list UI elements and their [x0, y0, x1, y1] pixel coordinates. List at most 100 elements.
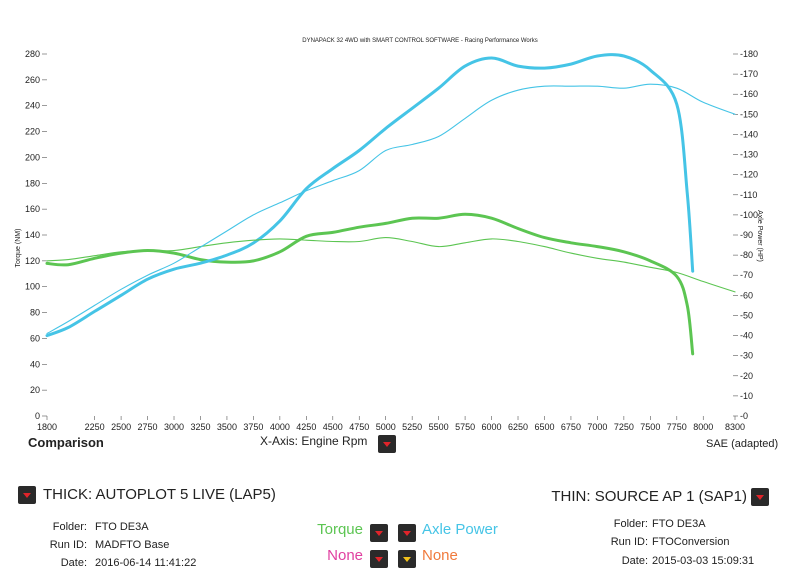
x-tick-label: 3000 — [164, 422, 184, 432]
x-tick-label: 4250 — [296, 422, 316, 432]
thick-run-dropdown-button[interactable] — [18, 486, 36, 504]
y-tick-label: 80 — [30, 308, 40, 318]
thin-run-title: THIN: SOURCE AP 1 (SAP1) — [551, 488, 747, 505]
x-tick-label: 6000 — [482, 422, 502, 432]
y-tick-label: 160 — [25, 204, 40, 214]
series-line-thin-torque — [46, 237, 736, 293]
series-line-thick-axle-power — [45, 53, 695, 338]
y-tick-label: 280 — [25, 49, 40, 59]
y-tick-label: 40 — [30, 359, 40, 369]
thick-run-value: MADFTO Base — [95, 539, 170, 551]
x-tick-label: 5000 — [376, 422, 396, 432]
x-tick-label: 6500 — [534, 422, 554, 432]
right-bottom-selector-label: None — [422, 547, 458, 564]
thick-run-title: THICK: AUTOPLOT 5 LIVE (LAP5) — [43, 486, 276, 503]
y2-tick-label: -20 — [740, 371, 753, 381]
y2-tick-group: -0 -10 -20 -30 -40 -50 -60 -70 -80 -90 -100 -110 -12… — [733, 49, 758, 421]
y2-tick-label: -140 — [740, 129, 758, 139]
y2-tick-label: -130 — [740, 150, 758, 160]
thin-date-key: Date: — [621, 555, 648, 567]
chart-title: DYNAPACK 32 4WD with SMART CONTROL SOFTW… — [302, 38, 538, 44]
x-tick-label: 4750 — [349, 422, 369, 432]
x-tick-label: 7500 — [640, 422, 660, 432]
x-tick-label: 2250 — [85, 422, 105, 432]
y-tick-label: 180 — [25, 178, 40, 188]
sae-label: SAE (adapted) — [706, 438, 779, 450]
thick-date-value: 2016-06-14 11:41:22 — [95, 557, 197, 569]
thin-folder-value: FTO DE3A — [652, 518, 706, 530]
thin-run-dropdown-button[interactable] — [751, 488, 769, 506]
y2-tick-label: -30 — [740, 351, 753, 361]
y-tick-label: 200 — [25, 152, 40, 162]
x-tick-label: 7750 — [667, 422, 687, 432]
y2-tick-label: -0 — [740, 411, 748, 421]
y-tick-label: 0 — [35, 411, 40, 421]
y-tick-label: 140 — [25, 230, 40, 240]
y2-tick-label: -180 — [740, 49, 758, 59]
left-bottom-selector-label: None — [327, 547, 363, 564]
y-tick-label: 100 — [25, 282, 40, 292]
y-tick-label: 220 — [25, 127, 40, 137]
series-line-thick-torque — [45, 212, 695, 356]
y2-tick-label: -160 — [740, 89, 758, 99]
right-top-selector-label: Axle Power — [422, 521, 498, 538]
thick-folder-value: FTO DE3A — [95, 521, 149, 533]
dyno-chart: DYNAPACK 32 4WD with SMART CONTROL SOFTW… — [15, 38, 763, 432]
y2-tick-label: -120 — [740, 170, 758, 180]
right-bottom-selector-dropdown[interactable] — [398, 550, 416, 568]
series-group — [45, 53, 736, 356]
thin-date-value: 2015-03-03 15:09:31 — [652, 555, 755, 567]
y2-tick-label: -70 — [740, 270, 753, 280]
y-tick-label: 20 — [30, 385, 40, 395]
x-tick-label: 4500 — [323, 422, 343, 432]
x-tick-label: 8000 — [693, 422, 713, 432]
y-tick-label: 120 — [25, 256, 40, 266]
x-tick-label: 2750 — [138, 422, 158, 432]
x-tick-label: 5750 — [455, 422, 475, 432]
y-axis-label-right: Axle Power (HP) — [756, 210, 763, 262]
x-tick-label: 7000 — [587, 422, 607, 432]
x-axis-dropdown-button[interactable] — [378, 435, 396, 453]
left-top-selector-label: Torque — [317, 521, 363, 538]
y2-tick-label: -150 — [740, 109, 758, 119]
x-axis-selector-label: X-Axis: Engine Rpm — [260, 434, 368, 448]
y2-tick-label: -60 — [740, 290, 753, 300]
x-tick-label: 8300 — [725, 422, 745, 432]
x-tick-label: 2500 — [111, 422, 131, 432]
y2-tick-label: -170 — [740, 69, 758, 79]
x-tick-label: 1800 — [37, 422, 57, 432]
y2-tick-label: -80 — [740, 250, 753, 260]
x-tick-label: 5250 — [402, 422, 422, 432]
x-tick-label: 3250 — [190, 422, 210, 432]
x-tick-label: 4000 — [270, 422, 290, 432]
y-tick-label: 60 — [30, 333, 40, 343]
y-tick-group: 0 20 40 60 80 100 120 140 160 180 200 220 240 260 280 — [25, 49, 47, 421]
left-bottom-selector-dropdown[interactable] — [370, 550, 388, 568]
x-tick-group: 1800 2250 2500 2750 3000 3250 3500 3750 4000 4250… — [37, 416, 745, 432]
thin-run-key: Run ID: — [610, 536, 648, 548]
x-tick-label: 5500 — [429, 422, 449, 432]
left-top-selector-dropdown[interactable] — [370, 524, 388, 542]
y2-tick-label: -50 — [740, 310, 753, 320]
y-axis-label-left: Torque (NM) — [15, 229, 22, 268]
x-tick-label: 7250 — [614, 422, 634, 432]
x-tick-label: 3500 — [217, 422, 237, 432]
x-tick-label: 6250 — [508, 422, 528, 432]
y-tick-label: 240 — [25, 101, 40, 111]
thin-run-value: FTOConversion — [652, 536, 730, 548]
y2-tick-label: -40 — [740, 331, 753, 341]
y2-tick-label: -10 — [740, 391, 753, 401]
thick-date-key: Date: — [60, 557, 87, 569]
y2-tick-label: -110 — [740, 190, 757, 200]
right-top-selector-dropdown[interactable] — [398, 524, 416, 542]
x-tick-label: 6750 — [561, 422, 581, 432]
y-tick-label: 260 — [25, 75, 40, 85]
thick-run-key: Run ID: — [49, 539, 87, 551]
x-tick-label: 3750 — [243, 422, 263, 432]
y2-tick-label: -90 — [740, 230, 753, 240]
series-line-thin-axle-power — [46, 83, 736, 335]
thin-folder-key: Folder: — [613, 518, 648, 530]
thick-folder-key: Folder: — [52, 521, 87, 533]
comparison-label: Comparison — [28, 435, 104, 450]
y2-tick-label: -100 — [740, 210, 758, 220]
